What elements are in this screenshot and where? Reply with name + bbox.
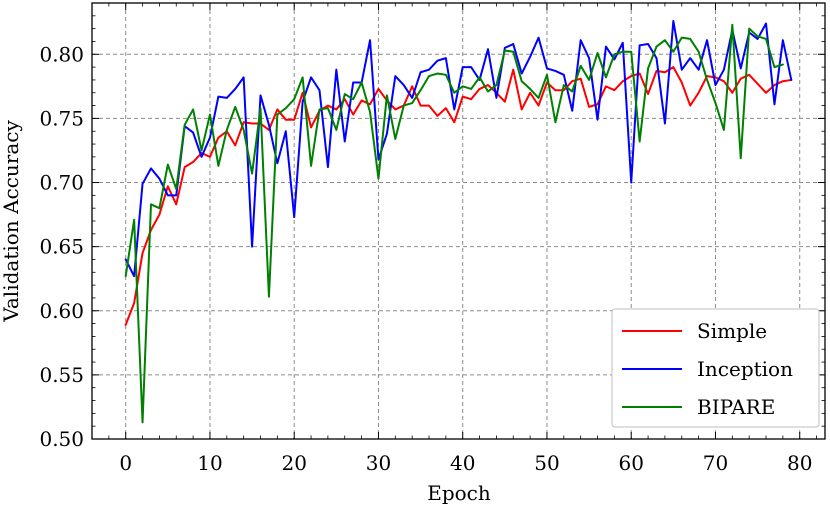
- y-tick-label: 0.70: [39, 171, 84, 195]
- y-tick-label: 0.55: [39, 363, 84, 387]
- legend: Simple Inception BIPARE: [611, 308, 820, 428]
- y-tick-label: 0.80: [39, 42, 84, 66]
- legend-label-simple: Simple: [697, 319, 767, 343]
- series-line-bipare: [124, 23, 784, 424]
- series-layer: [124, 19, 793, 424]
- label-layer: 0 10 20 30 40 50 60 70 80 0.50 0.55 0.60 0.65 0.70 0.7…: [39, 42, 812, 475]
- x-tick-label: 70: [703, 451, 728, 475]
- x-tick-label: 30: [366, 451, 391, 475]
- x-tick-label: 60: [618, 451, 643, 475]
- series-line-simple: [124, 66, 793, 326]
- tick-layer: [92, 2, 825, 440]
- y-axis-title: Validation Accuracy: [0, 120, 23, 323]
- x-tick-label: 80: [787, 451, 812, 475]
- y-tick-label: 0.60: [39, 299, 84, 323]
- y-tick-label: 0.50: [39, 427, 84, 451]
- legend-box: [611, 308, 820, 428]
- legend-label-inception: Inception: [697, 357, 793, 381]
- x-tick-label: 10: [197, 451, 222, 475]
- x-tick-label: 40: [450, 451, 475, 475]
- legend-items: Simple Inception BIPARE: [622, 319, 793, 419]
- legend-label-bipare: BIPARE: [697, 395, 775, 419]
- y-tick-label: 0.75: [39, 106, 84, 130]
- y-tick-label: 0.65: [39, 235, 84, 259]
- x-tick-label: 0: [119, 451, 132, 475]
- x-axis-title: Epoch: [427, 481, 491, 505]
- series-line-inception: [124, 19, 793, 278]
- x-tick-label: 50: [534, 451, 559, 475]
- x-tick-label: 20: [281, 451, 306, 475]
